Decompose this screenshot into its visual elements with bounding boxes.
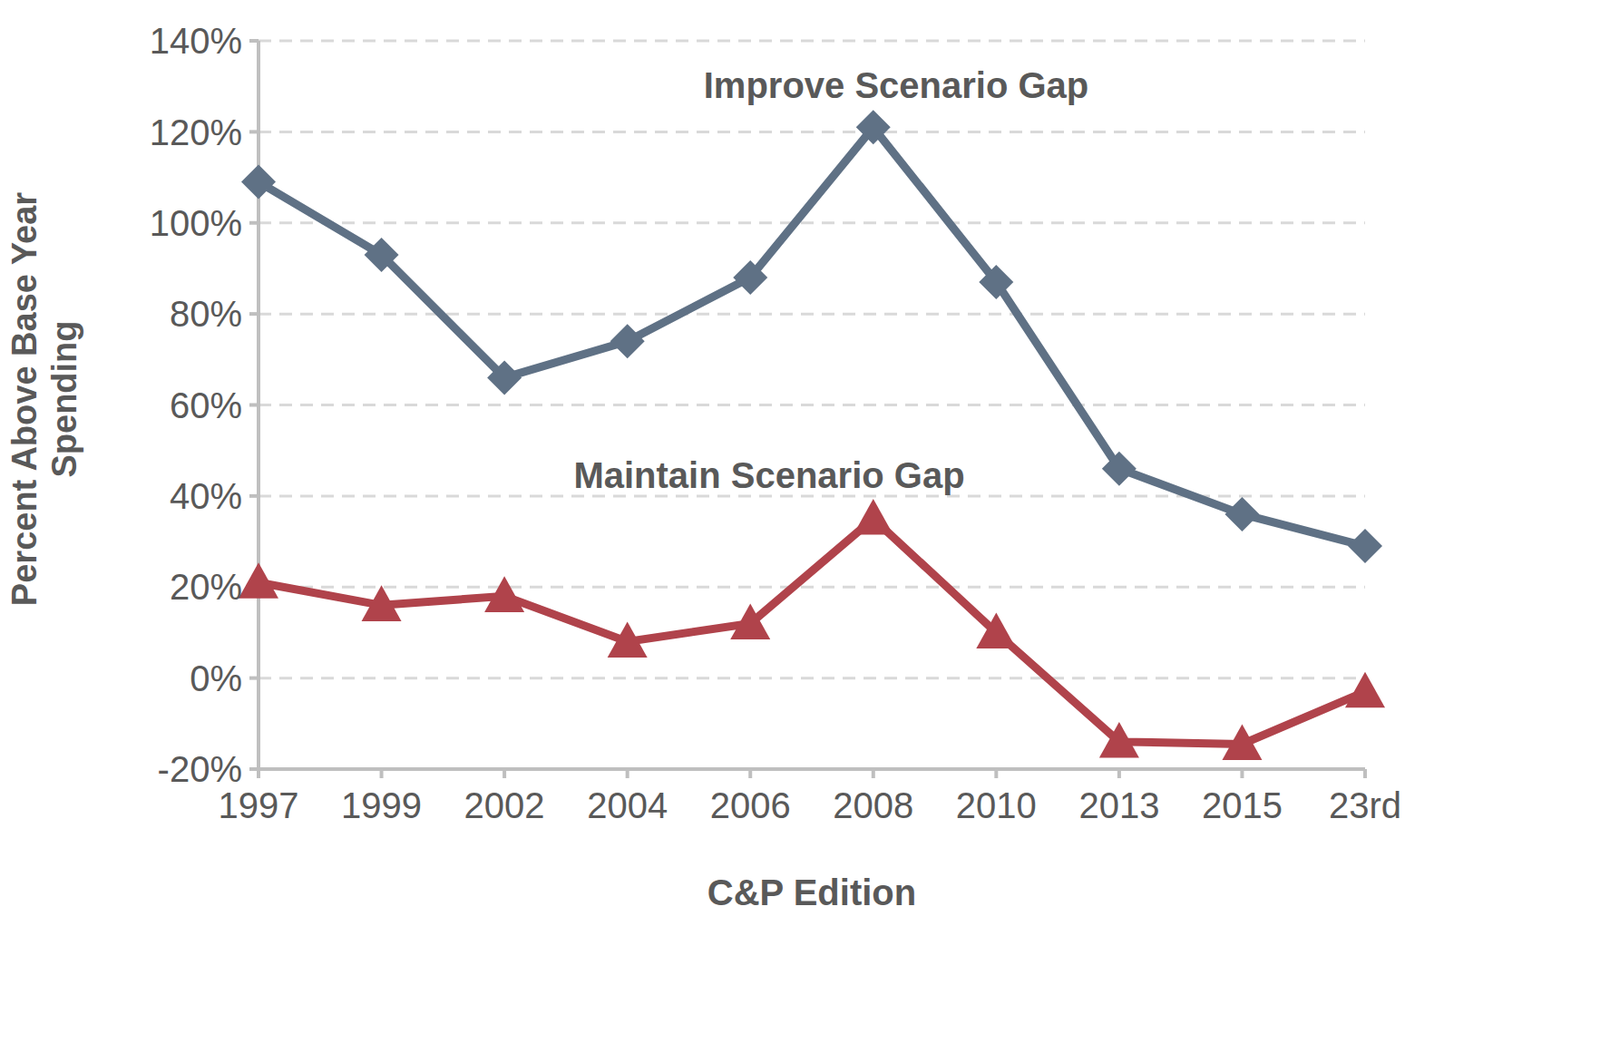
svg-text:2013: 2013 xyxy=(1078,785,1160,826)
svg-text:100%: 100% xyxy=(149,203,243,244)
svg-text:2002: 2002 xyxy=(464,785,546,826)
svg-text:60%: 60% xyxy=(169,385,243,426)
svg-text:120%: 120% xyxy=(149,112,243,153)
svg-text:2006: 2006 xyxy=(710,785,791,826)
svg-text:2004: 2004 xyxy=(586,785,668,826)
svg-text:2010: 2010 xyxy=(956,785,1037,826)
svg-text:2008: 2008 xyxy=(832,785,914,826)
svg-text:C&P Edition: C&P Edition xyxy=(707,872,917,913)
svg-text:80%: 80% xyxy=(169,293,243,334)
svg-text:140%: 140% xyxy=(149,20,243,61)
svg-text:0%: 0% xyxy=(189,658,243,699)
svg-text:1999: 1999 xyxy=(341,785,422,826)
svg-text:23rd: 23rd xyxy=(1328,785,1402,826)
svg-text:2015: 2015 xyxy=(1201,785,1283,826)
svg-text:-20%: -20% xyxy=(157,749,243,790)
html-text:Percent Above Base Year Spendi: Percent Above Base Year Spending xyxy=(5,192,84,606)
html-text:Improve Scenario Gap: Improve Scenario Gap xyxy=(703,65,1089,106)
html-text:Maintain Scenario Gap: Maintain Scenario Gap xyxy=(573,455,965,496)
svg-text:20%: 20% xyxy=(169,566,243,607)
svg-text:40%: 40% xyxy=(169,476,243,517)
svg-text:1997: 1997 xyxy=(218,785,300,826)
